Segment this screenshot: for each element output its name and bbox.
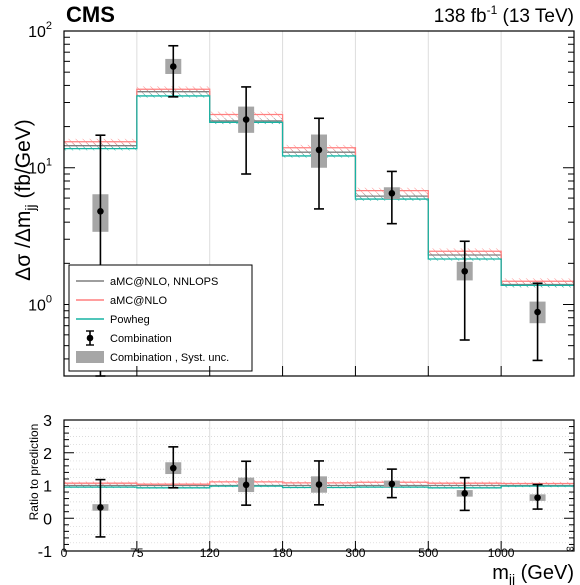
- xlabel-sub: jj: [508, 571, 515, 585]
- data-point-4: [388, 190, 396, 197]
- legend-swatch-point: [86, 334, 94, 342]
- main-ytick-label: 100: [28, 293, 52, 314]
- main-ytick-base: 10: [28, 24, 46, 41]
- main-ytick-exp: 1: [46, 157, 52, 169]
- lumi-suffix: (13 TeV): [497, 6, 574, 27]
- legend-label-3: Combination: [110, 333, 172, 345]
- xtick-label: 75: [130, 546, 144, 560]
- ratio-ytick-label: 3: [43, 413, 52, 430]
- main-y-axis-label: Δσ /Δmjj (fb/GeV): [12, 119, 38, 281]
- xtick-label: 300: [345, 546, 365, 560]
- legend-label-1: aMC@NLO: [110, 295, 167, 307]
- main-ytick-base: 10: [28, 297, 46, 314]
- data-point-3: [315, 146, 323, 154]
- ratio-data-point-1: [169, 464, 177, 472]
- main-ytick-base: 10: [28, 161, 46, 178]
- data-point-1: [169, 63, 177, 70]
- data-point-0: [97, 208, 104, 215]
- data-point-5: [461, 267, 469, 275]
- ratio-data-point-6: [534, 494, 541, 501]
- ratio-points: [92, 446, 546, 538]
- ratio-y-axis-label: Ratio to prediction: [27, 424, 41, 521]
- xtick-label: 1000: [488, 546, 515, 560]
- legend-label-0: aMC@NLO, NNLOPS: [110, 276, 218, 288]
- xtick-label: 180: [273, 546, 293, 560]
- legend-label-4: Combination , Syst. unc.: [110, 352, 229, 364]
- ratio-data-point-0: [97, 504, 104, 511]
- xtick-label: ∞: [566, 543, 574, 555]
- ratio-data-point-3: [315, 481, 323, 488]
- combination-points: [92, 44, 546, 377]
- ratio-ytick-label: -1: [38, 544, 52, 561]
- x-axis-ticks: 0 75 120 180 300 500 1000 ∞: [61, 366, 575, 560]
- main-ylabel-sub: jj: [22, 204, 38, 211]
- xlabel-unit: (GeV): [515, 562, 574, 584]
- x-axis-label: mjj (GeV): [492, 562, 574, 585]
- lumi-prefix: 138 fb: [434, 6, 487, 27]
- xlabel-text: m: [492, 562, 509, 584]
- legend-swatch-syst: [76, 351, 104, 363]
- data-point-6: [534, 308, 541, 316]
- ratio-data-point-2: [242, 481, 250, 489]
- xtick-label: 500: [418, 546, 438, 560]
- main-ylabel-text: Δσ /Δm: [12, 211, 35, 281]
- main-ytick-exp: 2: [46, 20, 52, 32]
- ratio-data-point-5: [461, 490, 469, 497]
- legend: aMC@NLO, NNLOPS aMC@NLO Powheg Combination C…: [68, 264, 253, 372]
- main-ytick-label: 102: [28, 20, 52, 41]
- xtick-label: 120: [200, 546, 220, 560]
- ratio-ytick-label: 1: [43, 479, 52, 496]
- legend-label-2: Powheg: [110, 314, 150, 326]
- ratio-data-point-4: [388, 480, 396, 488]
- main-ytick-exp: 0: [46, 293, 52, 305]
- data-point-2: [242, 116, 250, 123]
- ratio-plot-frame: [63, 419, 575, 552]
- cms-label: CMS: [66, 2, 115, 27]
- main-plot-frame: [63, 30, 575, 377]
- main-ylabel-unit: (fb/GeV): [12, 119, 35, 204]
- main-ytick-label: 101: [28, 157, 52, 178]
- ratio-ytick-label: 0: [43, 511, 52, 528]
- lumi-exponent: -1: [487, 3, 498, 17]
- lumi-label: 138 fb-1 (13 TeV): [434, 3, 574, 27]
- xtick-label: 0: [61, 546, 68, 560]
- ratio-y-ticks: -1 0 1 2 3: [38, 413, 574, 561]
- ratio-ytick-label: 2: [43, 446, 52, 463]
